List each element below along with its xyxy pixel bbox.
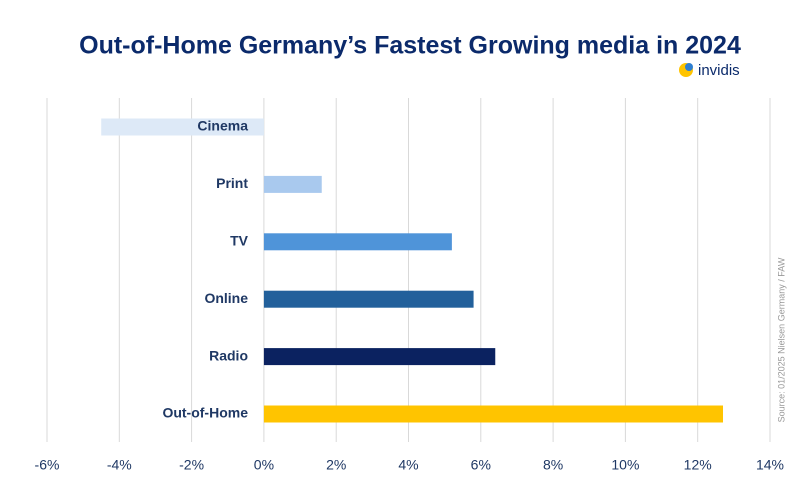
bars bbox=[101, 118, 724, 423]
grid bbox=[46, 98, 771, 442]
bar bbox=[263, 348, 496, 366]
x-tick-label: 14% bbox=[756, 457, 784, 473]
x-tick-label: -6% bbox=[35, 457, 60, 473]
category-label: Online bbox=[204, 290, 248, 306]
category-label: Radio bbox=[209, 347, 248, 363]
labels: -6% -4% -2% 0% 2% 4% 6% 8% 10% 12% 14% Cinema Print T… bbox=[35, 118, 784, 473]
x-tick-label: 2% bbox=[326, 457, 346, 473]
bar bbox=[263, 405, 724, 423]
x-tick-label: 10% bbox=[611, 457, 639, 473]
x-tick-label: 6% bbox=[471, 457, 491, 473]
x-tick-label: -4% bbox=[107, 457, 132, 473]
brand-logo: invidis bbox=[679, 62, 740, 79]
x-tick-label: -2% bbox=[179, 457, 204, 473]
x-tick-label: 0% bbox=[254, 457, 274, 473]
logo-text: invidis bbox=[698, 62, 740, 79]
bar bbox=[101, 118, 264, 136]
category-label: Print bbox=[216, 175, 248, 191]
category-label: Out-of-Home bbox=[162, 405, 248, 421]
x-tick-label: 4% bbox=[398, 457, 418, 473]
chart-title: Out-of-Home Germany’s Fastest Growing me… bbox=[79, 32, 741, 60]
bar bbox=[263, 290, 474, 308]
category-label: TV bbox=[230, 233, 249, 249]
x-tick-label: 12% bbox=[684, 457, 712, 473]
bar bbox=[263, 233, 452, 251]
bar bbox=[263, 175, 322, 193]
x-tick-label: 8% bbox=[543, 457, 563, 473]
source-note: Source: 01/2025 Nielsen Germany / FAW bbox=[776, 257, 786, 422]
logo-icon bbox=[685, 63, 693, 71]
category-label: Cinema bbox=[197, 118, 248, 134]
